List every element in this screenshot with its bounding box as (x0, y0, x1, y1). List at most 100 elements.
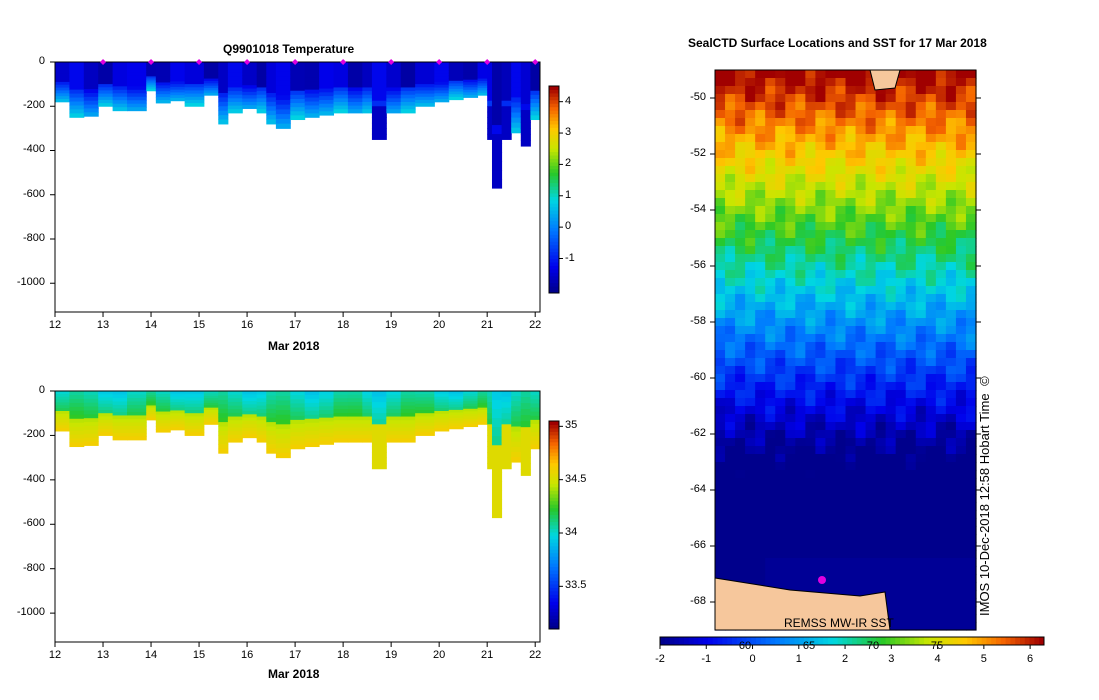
sst-colorbar-cell (751, 637, 757, 645)
salinity-section-cell (98, 391, 114, 395)
sst-cell (855, 262, 867, 271)
sst-cell (815, 310, 827, 319)
sst-lat-label: -60 (690, 371, 706, 383)
sst-cell (885, 382, 897, 391)
sst-cell (865, 110, 877, 119)
temperature-colorbar-cell (549, 148, 559, 153)
salinity-section-cell (83, 391, 99, 396)
sst-cell (805, 150, 816, 159)
temperature-section-cell (386, 98, 402, 103)
sst-cell (845, 590, 857, 599)
temperature-section-cell (304, 105, 320, 110)
sst-cell (925, 350, 937, 359)
temperature-section-cell (256, 83, 267, 88)
temperature-section-cell (347, 91, 363, 96)
temperature-section-cell (347, 62, 363, 67)
temperature-section-cell (256, 76, 267, 81)
sst-cell (865, 278, 877, 287)
salinity-section-cell (463, 408, 479, 412)
salinity-section-cell (386, 427, 402, 432)
sst-cell (915, 350, 927, 359)
sst-cell (915, 166, 927, 175)
temperature-section-cell (112, 103, 128, 108)
sst-cell (945, 430, 957, 439)
sst-cell (715, 134, 726, 143)
sst-cell (955, 606, 967, 615)
sst-cell (825, 350, 837, 359)
temperature-section-cell (112, 62, 128, 66)
sst-cell (825, 302, 837, 311)
sst-cell (795, 582, 806, 591)
sst-cell (925, 342, 937, 351)
sst-cell (755, 126, 766, 135)
sst-cell (835, 110, 847, 119)
sst-cell (905, 550, 917, 559)
salinity-section-cell (184, 400, 205, 405)
salinity-section-cell (386, 394, 402, 399)
salinity-section-cell (415, 397, 435, 402)
sst-cell (765, 206, 776, 215)
sst-cell (865, 94, 877, 103)
sst-cell (765, 214, 776, 223)
sst-cell (775, 254, 786, 263)
temperature-colorbar-cell (549, 186, 559, 190)
temperature-section-cell (415, 96, 435, 101)
sst-cell (945, 606, 957, 615)
sst-cell (825, 494, 837, 503)
temperature-section-cell (333, 101, 349, 107)
sst-cell (885, 238, 897, 247)
sst-cell (745, 486, 756, 495)
temperature-section-cell (266, 70, 277, 76)
sst-cell (735, 118, 746, 127)
salinity-section-cell (511, 411, 522, 417)
sst-cell (815, 518, 827, 527)
sst-cell (725, 166, 736, 175)
temperature-section-cell (487, 67, 493, 74)
temperature-section-cell (218, 88, 229, 94)
sst-cell (885, 142, 897, 151)
sst-cell (715, 398, 726, 407)
sst-cell (765, 238, 776, 247)
sst-cell (735, 182, 746, 191)
sst-cell (725, 254, 736, 263)
salinity-section-cell (83, 398, 99, 404)
sst-cell (855, 182, 867, 191)
sst-cell (785, 166, 796, 175)
sst-cell (875, 438, 887, 447)
salinity-colorbar-cell (549, 577, 559, 581)
temperature-section-cell (371, 89, 387, 96)
temperature-section-cell (487, 122, 493, 129)
sst-cell (755, 318, 766, 327)
temperature-section-cell (98, 87, 114, 91)
sst-cell (925, 622, 937, 631)
salinity-section-cell (146, 417, 157, 421)
temperature-colorbar-cell (549, 117, 559, 121)
temperature-section-cell (319, 77, 335, 82)
sst-cell (965, 358, 977, 367)
sst-cell (735, 502, 746, 511)
temperature-section-cell (184, 77, 205, 82)
sst-cell (935, 110, 947, 119)
salinity-section-cell (530, 411, 541, 417)
sst-cell (785, 270, 796, 279)
sst-cell (795, 206, 806, 215)
sst-cell (925, 486, 937, 495)
sst-cell (765, 150, 776, 159)
salinity-section-cell (511, 396, 522, 402)
salinity-section-cell (487, 402, 493, 409)
sst-cell (885, 430, 897, 439)
temperature-section-cell (242, 78, 258, 83)
salinity-colorbar-cell (549, 538, 559, 543)
temperature-section-cell (227, 91, 243, 96)
sst-cell (775, 422, 786, 431)
sst-cell (805, 310, 816, 319)
temperature-section-cell (362, 109, 373, 114)
sst-cell (725, 438, 736, 447)
sst-cell (935, 438, 947, 447)
sst-cell (875, 270, 887, 279)
sst-cell (795, 486, 806, 495)
sst-cell (945, 166, 957, 175)
sst-cell (965, 422, 977, 431)
sst-cell (785, 254, 796, 263)
temperature-section-cell (347, 101, 363, 107)
